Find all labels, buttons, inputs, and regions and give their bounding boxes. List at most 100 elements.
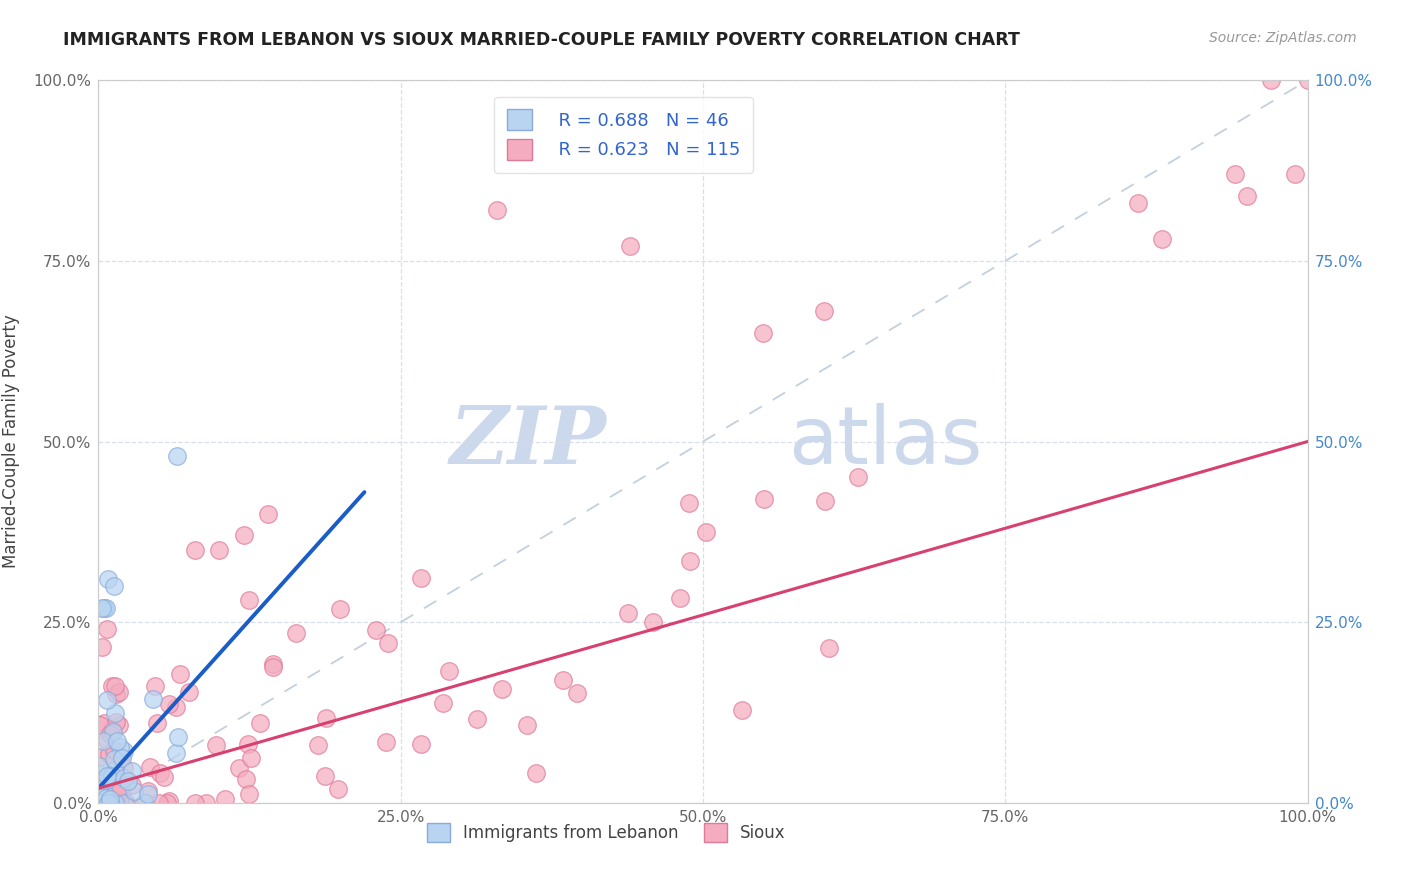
Point — [121, 779, 143, 793]
Point — [103, 763, 125, 777]
Point — [486, 203, 509, 218]
Point — [103, 579, 125, 593]
Point — [110, 783, 132, 797]
Point — [96, 768, 118, 782]
Point — [114, 796, 136, 810]
Point — [262, 657, 284, 671]
Point — [752, 326, 775, 340]
Point — [107, 718, 129, 732]
Point — [98, 796, 121, 810]
Point — [89, 718, 111, 732]
Point — [139, 760, 162, 774]
Point — [1128, 196, 1150, 211]
Point — [731, 703, 754, 717]
Point — [1284, 167, 1306, 181]
Point — [184, 542, 207, 557]
Point — [813, 304, 835, 318]
Point — [214, 792, 236, 806]
Point — [105, 777, 128, 791]
Point — [108, 795, 131, 809]
Point — [89, 796, 111, 810]
Point — [1236, 189, 1258, 203]
Point — [89, 750, 111, 764]
Point — [156, 796, 179, 810]
Point — [98, 796, 121, 810]
Point — [105, 687, 128, 701]
Point — [166, 449, 188, 463]
Point — [467, 712, 489, 726]
Point — [97, 796, 120, 810]
Point — [228, 761, 250, 775]
Point — [165, 700, 187, 714]
Point — [284, 626, 307, 640]
Point — [678, 496, 700, 510]
Point — [374, 735, 396, 749]
Point — [111, 784, 134, 798]
Point — [142, 692, 165, 706]
Point — [108, 780, 131, 794]
Point — [105, 796, 128, 810]
Point — [236, 737, 259, 751]
Point — [377, 636, 399, 650]
Point — [132, 796, 155, 810]
Point — [232, 528, 254, 542]
Point — [409, 738, 432, 752]
Point — [814, 493, 837, 508]
Point — [135, 796, 157, 810]
Point — [101, 723, 124, 738]
Point — [103, 752, 125, 766]
Point — [328, 782, 350, 797]
Point — [112, 744, 135, 758]
Legend: Immigrants from Lebanon, Sioux: Immigrants from Lebanon, Sioux — [420, 816, 793, 848]
Point — [167, 730, 190, 744]
Y-axis label: Married-Couple Family Poverty: Married-Couple Family Poverty — [1, 315, 20, 568]
Point — [107, 685, 129, 699]
Point — [1223, 167, 1246, 181]
Point — [90, 796, 112, 810]
Point — [105, 714, 128, 729]
Text: atlas: atlas — [787, 402, 981, 481]
Point — [100, 723, 122, 737]
Text: IMMIGRANTS FROM LEBANON VS SIOUX MARRIED-COUPLE FAMILY POVERTY CORRELATION CHART: IMMIGRANTS FROM LEBANON VS SIOUX MARRIED… — [63, 31, 1021, 49]
Point — [516, 717, 538, 731]
Point — [87, 782, 110, 797]
Point — [157, 697, 180, 711]
Point — [89, 759, 111, 773]
Text: ZIP: ZIP — [450, 403, 606, 480]
Point — [97, 747, 120, 762]
Point — [315, 711, 337, 725]
Point — [96, 733, 118, 747]
Point — [93, 715, 115, 730]
Point — [619, 239, 641, 253]
Point — [524, 765, 547, 780]
Point — [184, 796, 207, 810]
Point — [235, 772, 257, 786]
Point — [846, 470, 869, 484]
Point — [551, 673, 574, 687]
Point — [104, 796, 127, 810]
Point — [101, 679, 124, 693]
Point — [366, 624, 388, 638]
Point — [104, 764, 127, 779]
Point — [307, 738, 329, 752]
Point — [94, 787, 117, 801]
Point — [239, 751, 262, 765]
Point — [100, 769, 122, 783]
Point — [90, 640, 112, 655]
Point — [437, 665, 460, 679]
Point — [669, 591, 692, 605]
Point — [262, 660, 284, 674]
Point — [100, 796, 122, 810]
Point — [91, 796, 114, 810]
Point — [91, 782, 114, 797]
Point — [208, 542, 231, 557]
Point — [96, 791, 118, 805]
Point — [111, 750, 134, 764]
Point — [136, 788, 159, 802]
Point — [165, 746, 187, 760]
Point — [238, 787, 260, 801]
Point — [194, 796, 217, 810]
Point — [205, 738, 228, 752]
Point — [114, 771, 136, 785]
Point — [87, 767, 110, 781]
